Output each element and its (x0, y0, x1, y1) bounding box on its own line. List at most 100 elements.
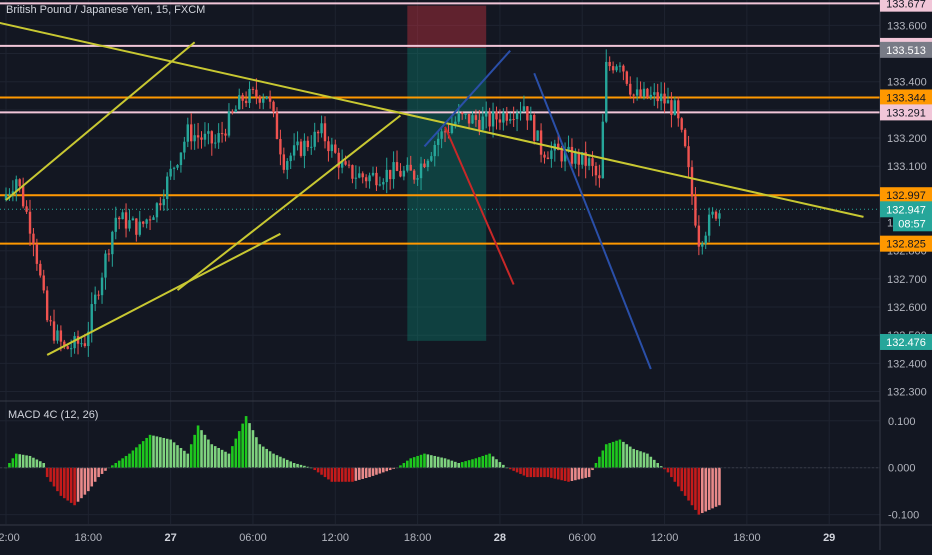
macd-bar (28, 455, 32, 468)
candle-body (502, 112, 505, 123)
candle-body (97, 294, 100, 296)
candle-body (124, 212, 128, 229)
candle-body (416, 178, 419, 180)
candle-body (296, 141, 299, 146)
macd-bar (604, 444, 608, 468)
macd-bar (18, 454, 22, 468)
macd-bar (83, 467, 87, 495)
macd-bar (450, 460, 454, 468)
macd-bar (114, 463, 118, 468)
candle-body (491, 111, 495, 127)
candle-body (498, 119, 502, 123)
macd-bar (186, 453, 190, 468)
candle-body (63, 341, 66, 347)
candle-body (426, 160, 430, 168)
macd-bar (268, 451, 272, 468)
macd-bar (402, 463, 406, 468)
macd-bar (591, 467, 594, 471)
horizontal-levels[interactable] (0, 2, 880, 245)
time-axis[interactable]: 12:00 18:00 27 06:00 12:00 18:00 28 06:00 12:00 1… (0, 532, 835, 544)
candle-body (687, 146, 690, 168)
macd-bar (419, 454, 423, 468)
macd-bar (440, 457, 443, 468)
macd-bar (532, 467, 536, 478)
candle-body (515, 112, 519, 120)
macd-bar (639, 451, 642, 468)
price-candles (4, 49, 721, 358)
candle-body (145, 219, 148, 224)
macd-bar (104, 467, 107, 471)
candle-body (241, 95, 244, 101)
candle-body (313, 131, 316, 147)
candle-body (392, 162, 395, 180)
candle-body (611, 66, 615, 71)
macd-bar (73, 467, 76, 506)
trendlines[interactable] (0, 20, 864, 370)
candle-body (320, 123, 323, 134)
candle-body (4, 194, 8, 200)
macd-bar (567, 467, 570, 482)
macd-bar (309, 467, 313, 469)
macd-bar (320, 467, 323, 475)
macd-bar (224, 451, 227, 468)
macd-bar (392, 467, 395, 469)
candle-body (388, 169, 392, 180)
candle-body (522, 106, 526, 112)
macd-tick-label: -0.100 (888, 510, 919, 522)
macd-bar (474, 458, 478, 468)
candle-body (258, 97, 262, 103)
candle-body (15, 179, 18, 192)
candle-body (653, 92, 656, 95)
macd-axis[interactable]: 0.100 0.000 -0.100 (888, 416, 919, 522)
macd-bar (231, 446, 234, 468)
macd-bar (333, 467, 337, 482)
time-tick-label: 12:00 (651, 532, 679, 544)
candle-body (69, 348, 73, 350)
macd-bar (323, 467, 327, 478)
macd-bar (608, 443, 611, 468)
position-box[interactable] (407, 5, 487, 341)
macd-bar (642, 452, 646, 468)
price-tick-label: 133.600 (887, 20, 927, 32)
time-tick-label: 18:00 (75, 532, 103, 544)
candle-body (622, 65, 625, 72)
candle-body (557, 143, 560, 151)
price-tag-bg (880, 89, 932, 106)
macd-bar (169, 439, 172, 468)
macd-bar (337, 467, 341, 482)
candle-body (340, 161, 344, 168)
candle-body (334, 144, 337, 153)
candle-body (697, 225, 701, 247)
macd-bar (484, 454, 488, 468)
macd-bar (505, 467, 509, 469)
macd-bar (550, 467, 553, 478)
candle-body (186, 124, 189, 142)
macd-bar (52, 467, 56, 487)
candle-body (495, 111, 498, 120)
macd-bar (361, 467, 365, 479)
candle-body (563, 149, 567, 162)
macd-indicator-title[interactable]: MACD 4C (12, 26) (8, 409, 98, 421)
macd-bar (584, 467, 587, 478)
candle-body (93, 294, 97, 305)
macd-bar (351, 467, 354, 482)
macd-bar (656, 463, 659, 468)
time-tick-label: 28 (494, 532, 506, 544)
macd-bar (165, 438, 169, 468)
macd-bar (519, 467, 522, 474)
macd-bar (296, 463, 299, 468)
macd-bar (649, 456, 653, 468)
macd-bar (275, 455, 279, 468)
macd-bar (255, 437, 258, 468)
macd-bar (32, 457, 35, 468)
candle-body (358, 173, 361, 178)
candle-body (560, 150, 563, 162)
macd-bar (467, 460, 471, 468)
candle-body (625, 71, 629, 84)
candle-body (412, 170, 416, 180)
candle-body (142, 221, 145, 224)
macd-bar (135, 447, 138, 468)
macd-bar (148, 434, 152, 468)
